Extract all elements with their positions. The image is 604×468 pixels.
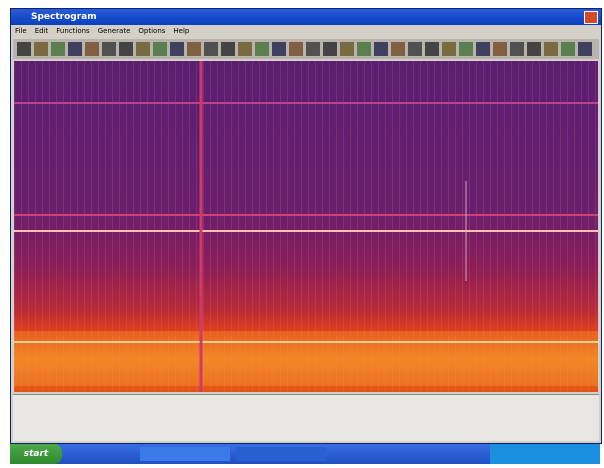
start-button[interactable]: start — [10, 444, 62, 464]
menu-item[interactable]: Functions — [56, 27, 90, 35]
close-button[interactable] — [584, 11, 598, 24]
toolbar-button[interactable] — [408, 42, 422, 56]
menu-item[interactable]: Options — [138, 27, 166, 35]
toolbar-icons — [17, 42, 592, 56]
task-button[interactable] — [236, 447, 326, 461]
toolbar-button[interactable] — [238, 42, 252, 56]
toolbar-button[interactable] — [17, 42, 31, 56]
toolbar-button[interactable] — [34, 42, 48, 56]
title-bar: Spectrogram — [11, 9, 601, 25]
toolbar-button[interactable] — [221, 42, 235, 56]
task-button[interactable] — [140, 447, 230, 461]
toolbar-button[interactable] — [442, 42, 456, 56]
toolbar-button[interactable] — [136, 42, 150, 56]
toolbar-button[interactable] — [255, 42, 269, 56]
taskbar: start — [10, 444, 600, 464]
toolbar-button[interactable] — [289, 42, 303, 56]
menu-item[interactable]: File — [15, 27, 27, 35]
toolbar-button[interactable] — [119, 42, 133, 56]
toolbar-button[interactable] — [374, 42, 388, 56]
toolbar-button[interactable] — [493, 42, 507, 56]
app-window: Spectrogram File Edit Functions Generate Opt… — [10, 8, 602, 444]
toolbar-button[interactable] — [272, 42, 286, 56]
toolbar-button[interactable] — [102, 42, 116, 56]
toolbar-button[interactable] — [357, 42, 371, 56]
toolbar-button[interactable] — [425, 42, 439, 56]
toolbar-button[interactable] — [68, 42, 82, 56]
toolbar-button[interactable] — [561, 42, 575, 56]
menu-item[interactable]: Help — [173, 27, 190, 35]
toolbar — [13, 39, 599, 59]
toolbar-button[interactable] — [306, 42, 320, 56]
toolbar-button[interactable] — [459, 42, 473, 56]
toolbar-button[interactable] — [204, 42, 218, 56]
toolbar-button[interactable] — [510, 42, 524, 56]
menu-item[interactable]: Generate — [97, 27, 131, 35]
toolbar-button[interactable] — [153, 42, 167, 56]
menu-bar: File Edit Functions Generate Options Help — [11, 26, 601, 37]
toolbar-button[interactable] — [544, 42, 558, 56]
spectrogram — [14, 61, 598, 392]
toolbar-button[interactable] — [170, 42, 184, 56]
toolbar-button[interactable] — [51, 42, 65, 56]
menu-item[interactable]: Edit — [34, 27, 49, 35]
toolbar-button[interactable] — [391, 42, 405, 56]
system-tray — [490, 444, 600, 464]
toolbar-button[interactable] — [340, 42, 354, 56]
toolbar-button[interactable] — [323, 42, 337, 56]
status-panel — [13, 394, 599, 441]
toolbar-button[interactable] — [85, 42, 99, 56]
toolbar-button[interactable] — [527, 42, 541, 56]
toolbar-button[interactable] — [578, 42, 592, 56]
toolbar-button[interactable] — [187, 42, 201, 56]
toolbar-button[interactable] — [476, 42, 490, 56]
